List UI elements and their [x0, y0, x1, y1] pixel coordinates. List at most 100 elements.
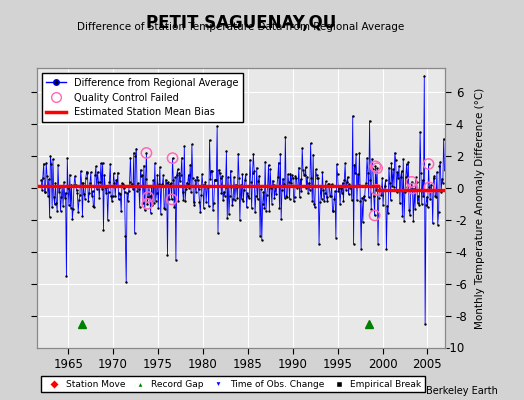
Point	[168, 155, 177, 161]
Point	[298, 145, 307, 151]
Point	[58, 183, 67, 190]
Point	[142, 150, 150, 156]
Point	[381, 176, 390, 183]
Point	[153, 172, 161, 178]
Point	[43, 172, 51, 179]
Point	[350, 162, 358, 168]
Point	[238, 171, 247, 178]
Point	[326, 193, 334, 199]
Point	[351, 170, 359, 176]
Point	[361, 197, 369, 203]
Point	[290, 194, 299, 200]
Point	[161, 206, 169, 212]
Point	[136, 204, 144, 210]
Point	[106, 161, 114, 168]
Point	[56, 184, 64, 190]
Point	[228, 202, 236, 208]
Point	[128, 181, 136, 187]
Point	[63, 155, 71, 162]
Point	[209, 207, 217, 213]
Point	[268, 200, 276, 207]
Point	[419, 193, 428, 200]
Point	[393, 169, 401, 176]
Point	[411, 206, 419, 212]
Point	[374, 241, 382, 247]
Point	[224, 174, 232, 180]
Point	[243, 190, 252, 196]
Point	[352, 150, 361, 157]
Text: PETIT SAGUENAY,QU: PETIT SAGUENAY,QU	[146, 14, 336, 32]
Point	[305, 180, 313, 186]
Point	[402, 161, 411, 167]
Point	[325, 181, 333, 187]
Point	[370, 212, 379, 219]
Point	[312, 172, 321, 178]
Point	[118, 181, 127, 187]
Point	[315, 241, 323, 247]
Point	[304, 190, 312, 196]
Point	[362, 179, 370, 186]
Point	[194, 186, 203, 192]
Point	[263, 192, 271, 198]
Point	[88, 192, 96, 199]
Point	[254, 178, 263, 184]
Point	[204, 203, 213, 210]
Point	[148, 202, 157, 208]
Point	[168, 155, 177, 161]
Point	[217, 190, 225, 196]
Point	[116, 191, 125, 198]
Point	[242, 171, 250, 177]
Point	[245, 195, 253, 202]
Point	[281, 134, 290, 140]
Point	[293, 185, 301, 192]
Point	[45, 176, 53, 182]
Point	[46, 214, 54, 220]
Point	[255, 172, 264, 179]
Point	[289, 175, 297, 181]
Point	[139, 199, 147, 206]
Point	[438, 176, 446, 182]
Point	[287, 180, 296, 186]
Point	[234, 150, 243, 157]
Point	[248, 170, 257, 176]
Point	[380, 183, 389, 189]
Point	[72, 187, 81, 193]
Point	[199, 181, 207, 188]
Point	[81, 196, 89, 202]
Point	[189, 175, 197, 181]
Point	[322, 194, 331, 200]
Point	[380, 187, 388, 194]
Point	[52, 199, 60, 206]
Point	[125, 178, 134, 185]
Point	[237, 195, 246, 202]
Point	[407, 186, 415, 192]
Point	[221, 192, 229, 199]
Point	[344, 191, 353, 198]
Point	[75, 196, 83, 203]
Point	[152, 190, 161, 196]
Point	[410, 186, 418, 193]
Point	[354, 182, 363, 188]
Point	[423, 204, 432, 210]
Point	[323, 198, 332, 204]
Point	[275, 205, 283, 211]
Point	[354, 171, 362, 177]
Point	[383, 203, 391, 209]
Point	[391, 157, 400, 163]
Point	[303, 174, 311, 180]
Point	[405, 207, 413, 213]
Point	[244, 192, 253, 199]
Point	[111, 193, 119, 200]
Point	[412, 179, 421, 185]
Point	[375, 194, 383, 201]
Point	[359, 193, 368, 200]
Point	[61, 190, 70, 196]
Point	[160, 204, 168, 211]
Point	[172, 257, 180, 263]
Point	[308, 198, 316, 204]
Point	[196, 209, 204, 216]
Point	[315, 199, 324, 206]
Text: -10: -10	[445, 342, 465, 354]
Point	[239, 198, 247, 204]
Point	[94, 179, 103, 186]
